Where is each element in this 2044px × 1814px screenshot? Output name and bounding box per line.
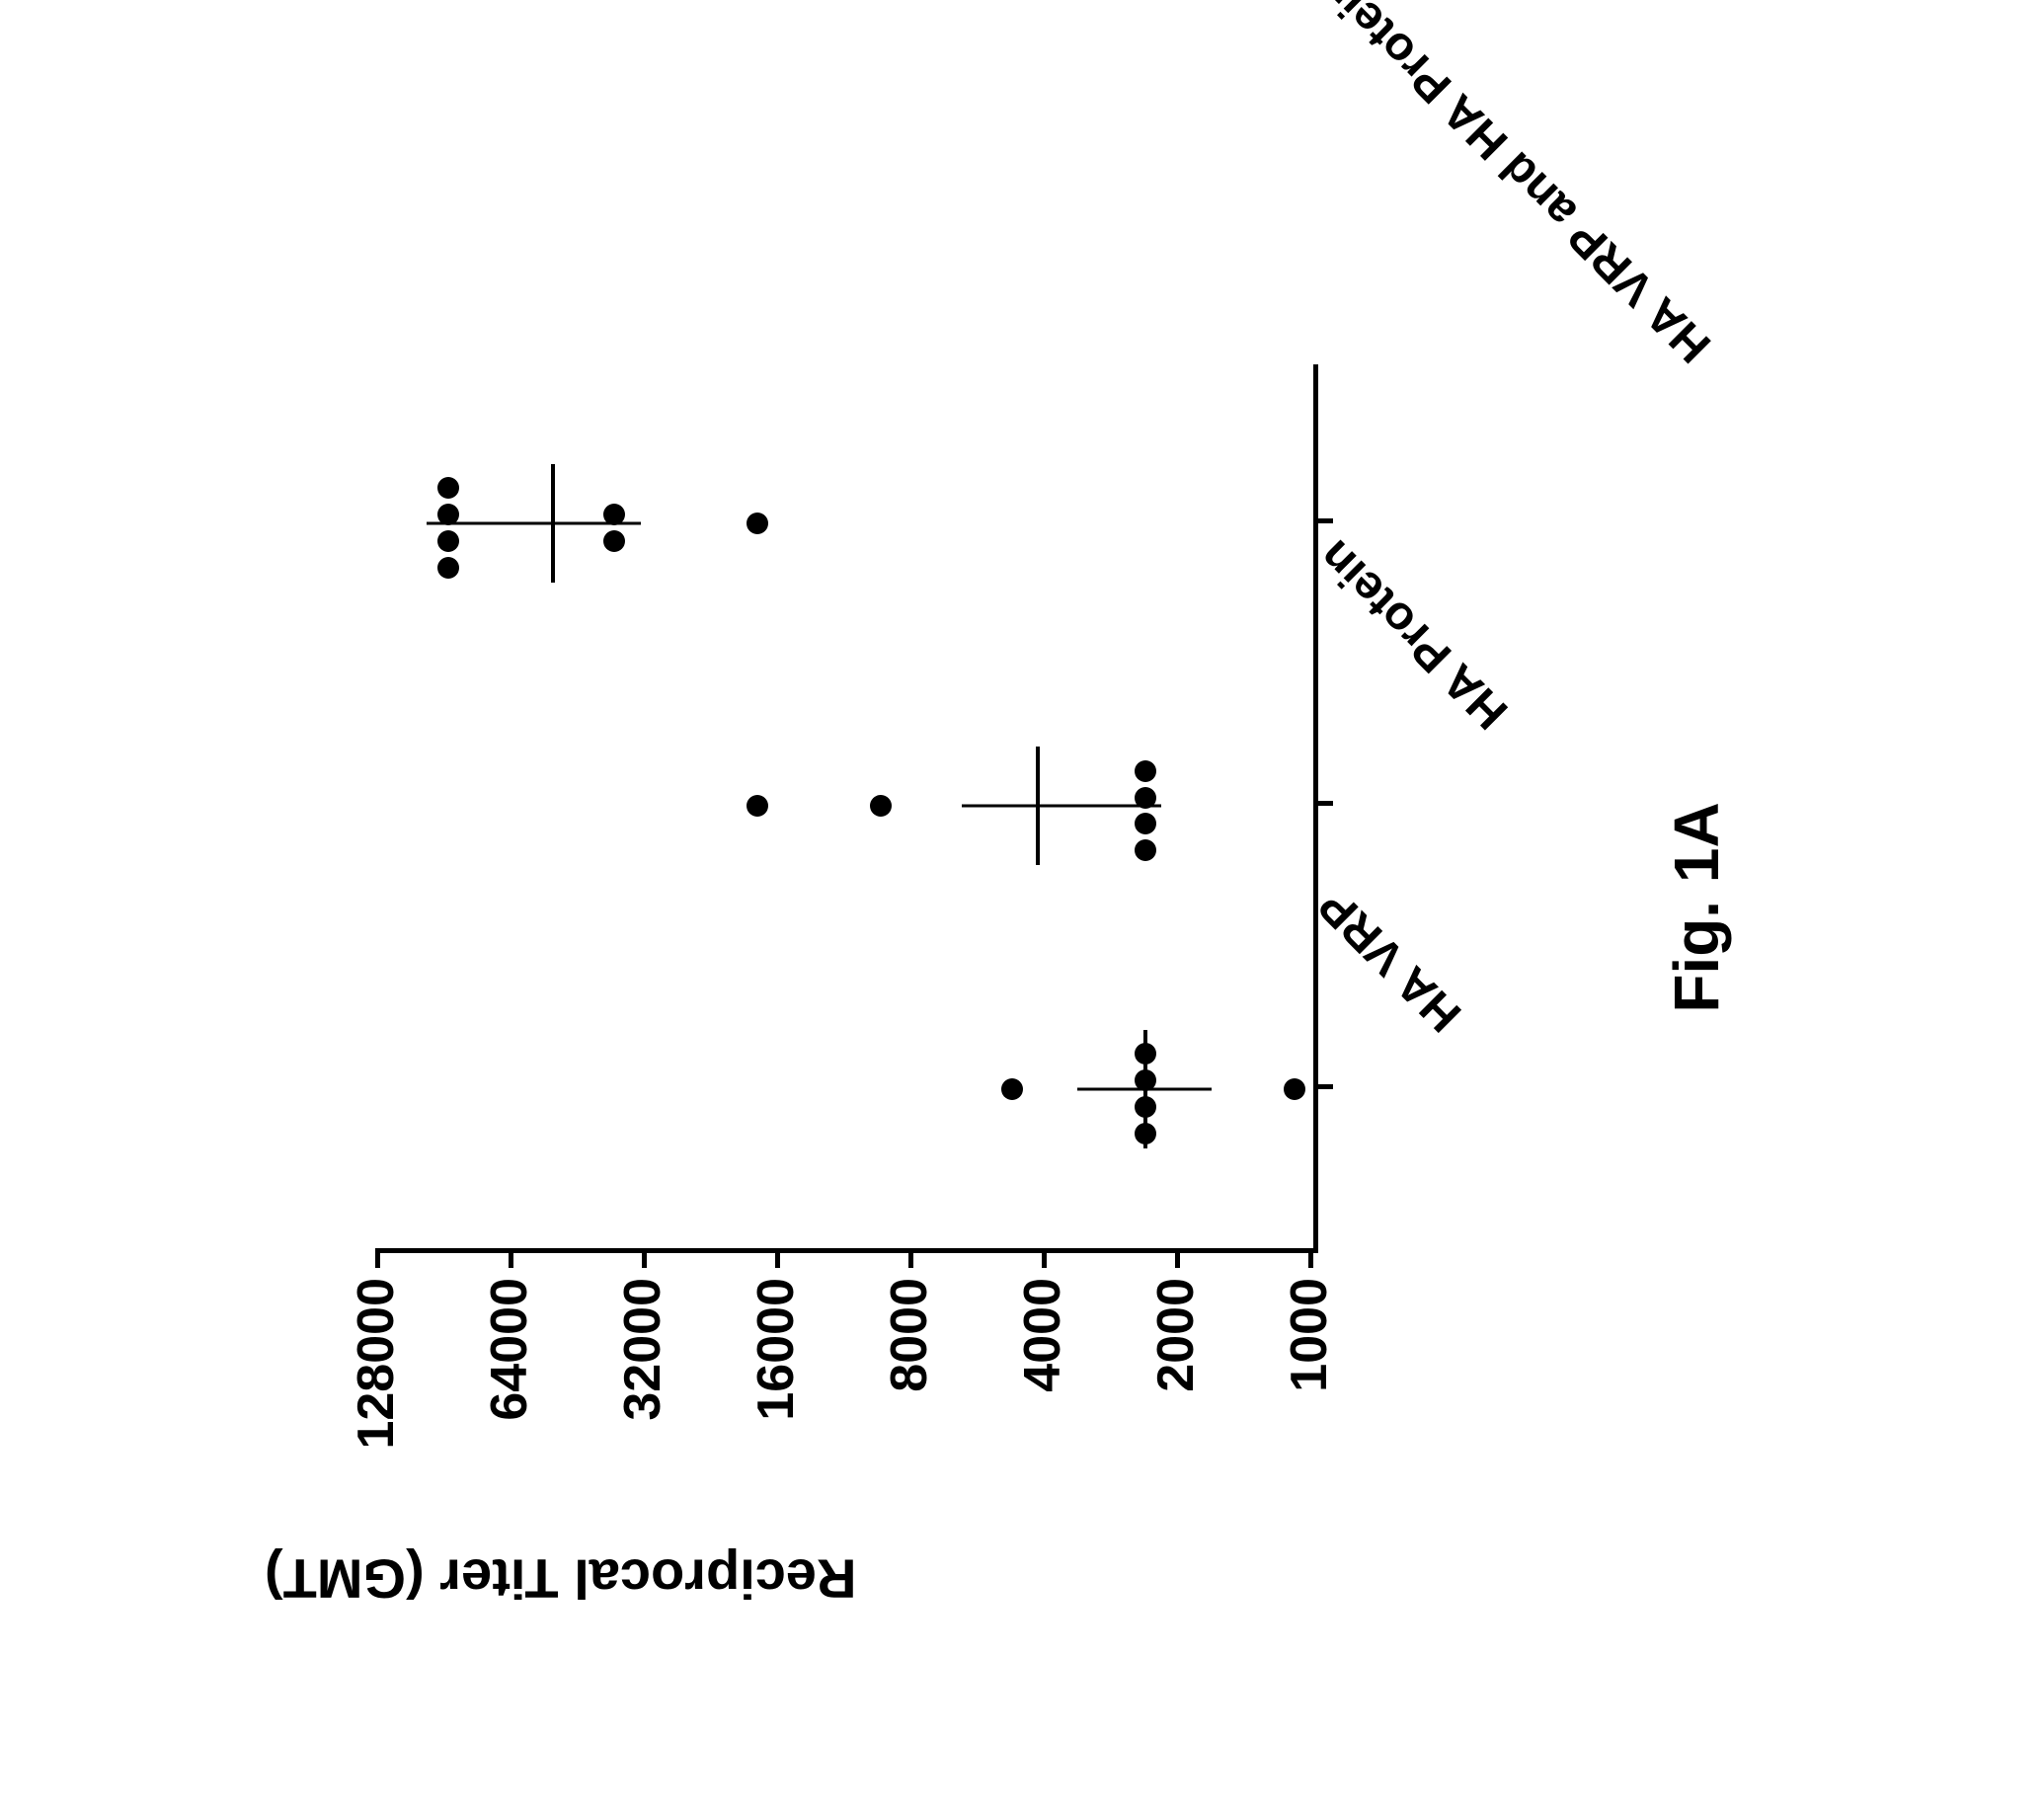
figure-caption: Fig. 1A bbox=[1660, 802, 1733, 1012]
data-point bbox=[1135, 759, 1156, 781]
data-point bbox=[1135, 1095, 1156, 1117]
y-tick bbox=[1042, 1248, 1047, 1268]
plot-area: 1000200040008000160003200064000128000HA … bbox=[380, 364, 1318, 1253]
x-tick-label: HA VRP bbox=[1308, 878, 1472, 1042]
y-tick-label: 4000 bbox=[1013, 1278, 1072, 1475]
y-tick bbox=[642, 1248, 647, 1268]
y-tick bbox=[1175, 1248, 1180, 1268]
x-tick bbox=[1313, 518, 1333, 523]
y-tick-label: 2000 bbox=[1146, 1278, 1206, 1475]
mean-bar bbox=[1036, 747, 1040, 865]
data-point bbox=[747, 795, 768, 817]
y-tick bbox=[1308, 1248, 1313, 1268]
data-point bbox=[437, 477, 459, 499]
y-tick-label: 16000 bbox=[747, 1278, 806, 1475]
x-tick-label: HA Protein bbox=[1308, 529, 1519, 740]
y-tick-label: 8000 bbox=[880, 1278, 939, 1475]
mean-bar bbox=[551, 464, 555, 583]
y-tick-label: 128000 bbox=[347, 1278, 406, 1475]
y-axis-label: Reciprocal Titer (GMT) bbox=[265, 1546, 857, 1611]
y-tick-label: 64000 bbox=[480, 1278, 539, 1475]
data-point bbox=[603, 504, 625, 525]
data-point bbox=[603, 530, 625, 552]
data-point bbox=[1135, 1068, 1156, 1090]
data-point bbox=[437, 556, 459, 578]
data-point bbox=[1135, 786, 1156, 808]
error-bar bbox=[962, 805, 1162, 808]
x-tick bbox=[1313, 1083, 1333, 1088]
data-point bbox=[1135, 1122, 1156, 1144]
y-tick bbox=[509, 1248, 513, 1268]
data-point bbox=[1135, 1043, 1156, 1065]
x-tick bbox=[1313, 801, 1333, 806]
y-tick-label: 32000 bbox=[613, 1278, 672, 1475]
data-point bbox=[1135, 839, 1156, 861]
data-point bbox=[437, 530, 459, 552]
y-tick bbox=[775, 1248, 780, 1268]
chart-container: Reciprocal Titer (GMT) 10002000400080001… bbox=[232, 216, 1812, 1599]
data-point bbox=[437, 504, 459, 525]
data-point bbox=[1284, 1077, 1305, 1099]
data-point bbox=[1135, 813, 1156, 834]
y-tick-label: 1000 bbox=[1280, 1278, 1339, 1475]
data-point bbox=[747, 513, 768, 534]
y-tick bbox=[375, 1248, 380, 1268]
x-tick-label: HA VRP and HA Protein bbox=[1308, 0, 1722, 372]
y-tick bbox=[908, 1248, 913, 1268]
data-point bbox=[870, 795, 892, 817]
data-point bbox=[1001, 1077, 1023, 1099]
